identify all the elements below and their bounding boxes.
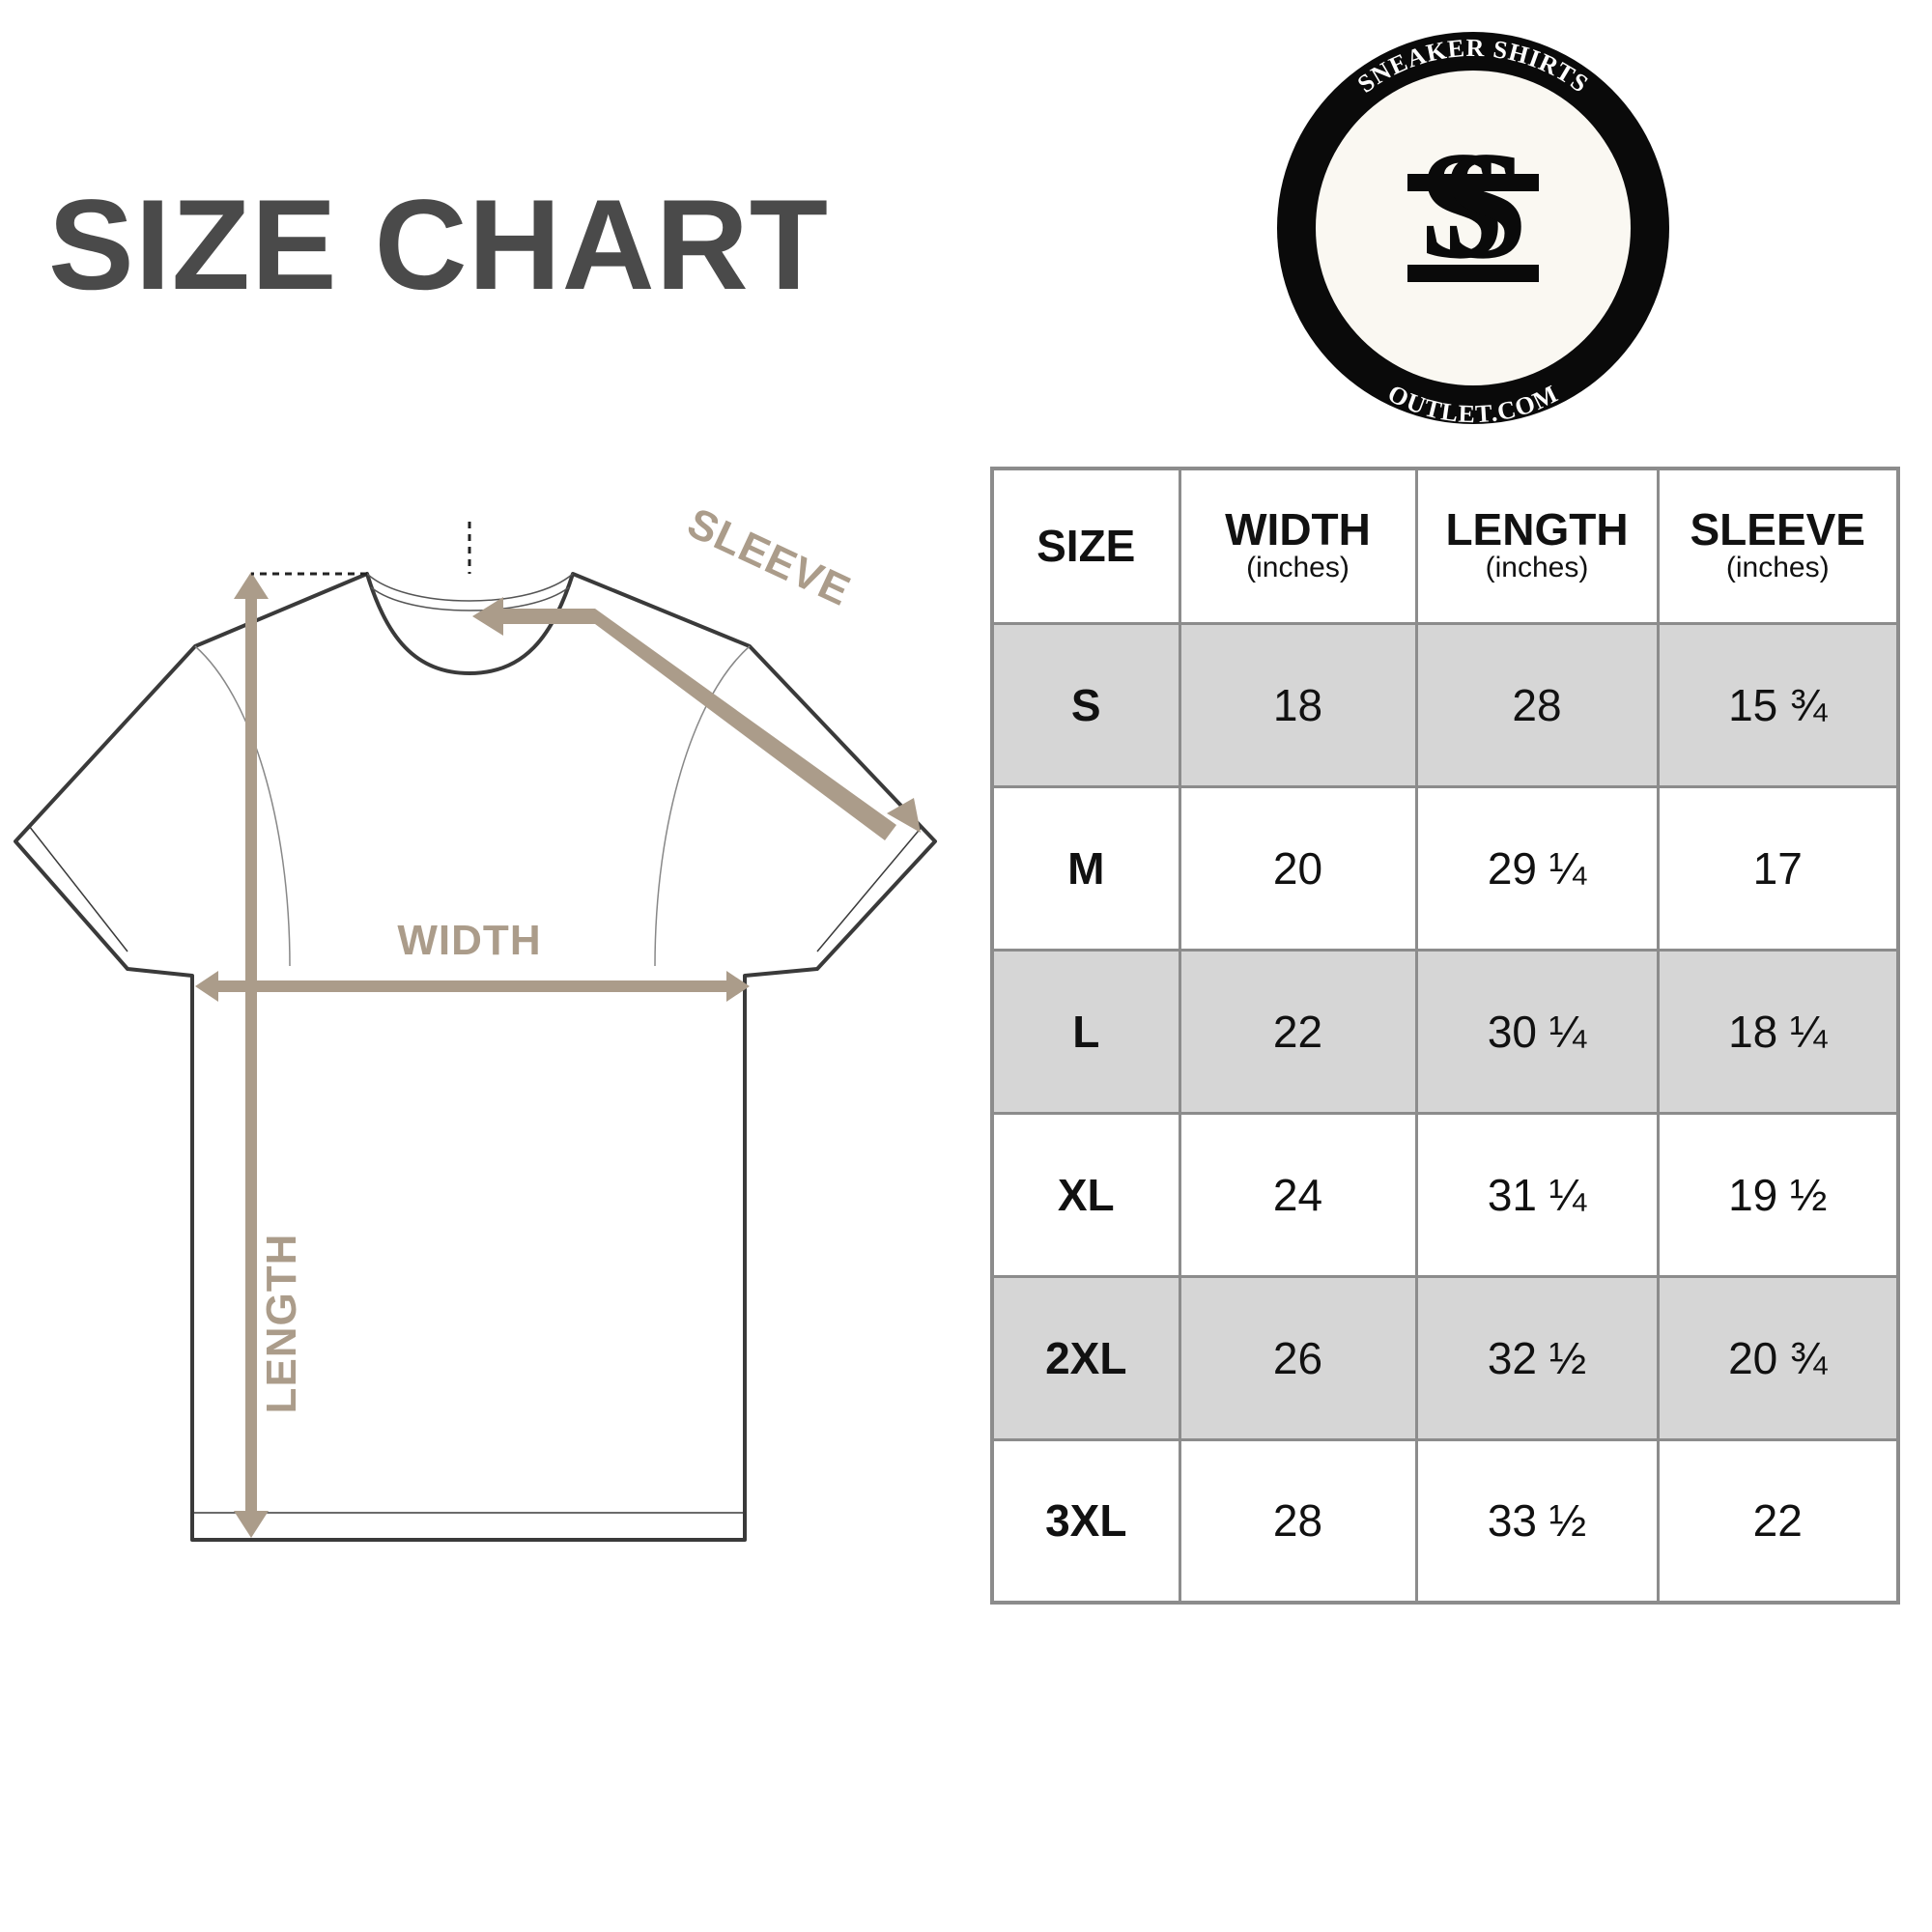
svg-text:WIDTH: WIDTH (397, 917, 541, 964)
svg-text:SLEEVE: SLEEVE (680, 499, 858, 615)
svg-text:LENGTH: LENGTH (258, 1234, 305, 1414)
